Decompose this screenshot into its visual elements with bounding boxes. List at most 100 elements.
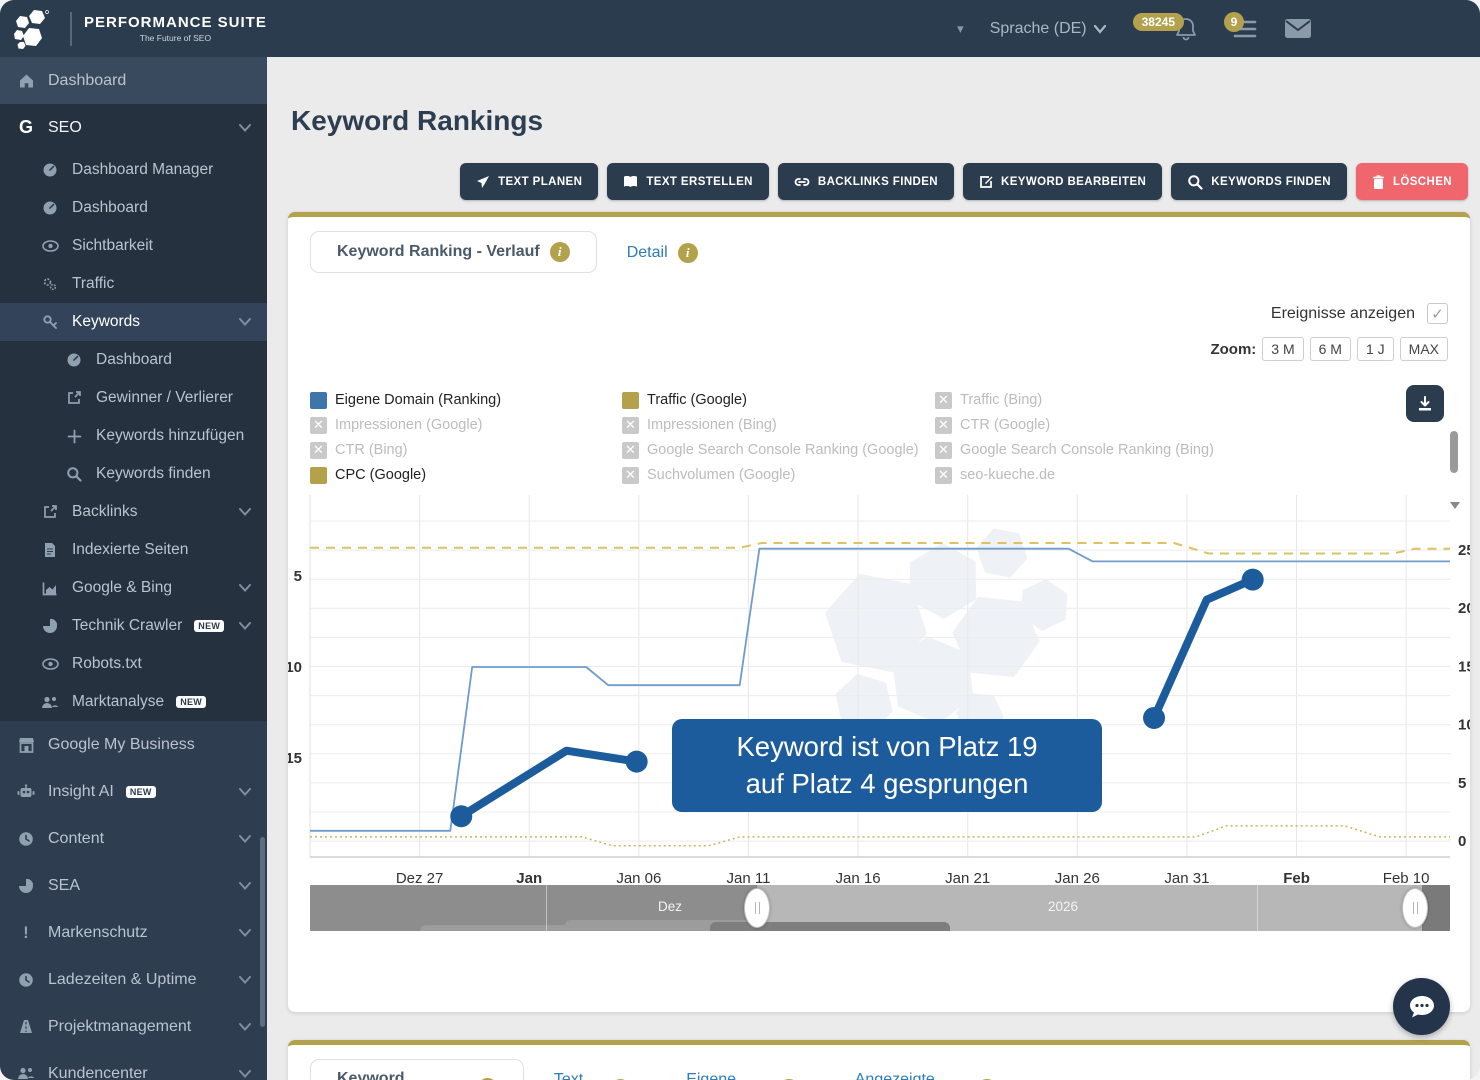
info-icon[interactable]: i	[549, 242, 570, 262]
löschen-button[interactable]: LÖSCHEN	[1355, 163, 1468, 200]
sidebar-item-google-bing[interactable]: Google & Bing	[0, 569, 267, 607]
x-axis-tick: Jan 16	[836, 870, 881, 887]
legend-disabled-x-icon: ✕	[622, 441, 639, 459]
sidebar-item-label: Dashboard	[72, 199, 148, 216]
sidebar-item-ladezeiten-uptime[interactable]: Ladezeiten & Uptime	[0, 956, 267, 1003]
sidebar-item-gewinner-verlierer[interactable]: Gewinner / Verlierer	[0, 379, 267, 417]
legend-item-traffic-bing-[interactable]: ✕ Traffic (Bing)	[935, 389, 1365, 411]
keyword-bearbeiten-button[interactable]: KEYWORD BEARBEITEN	[963, 163, 1163, 200]
text-erstellen-button[interactable]: TEXT ERSTELLEN	[607, 163, 769, 200]
notifications-button[interactable]: 38245	[1132, 12, 1198, 42]
tasks-button[interactable]: 9	[1224, 11, 1258, 40]
navigator-left-handle[interactable]	[744, 888, 770, 928]
sidebar-item-indexierte-seiten[interactable]: Indexierte Seiten	[0, 531, 267, 569]
legend-item-eigene-domain-ranking-[interactable]: Eigene Domain (Ranking)	[310, 389, 622, 411]
navigator-right-handle[interactable]	[1402, 888, 1428, 928]
text-planen-button[interactable]: TEXT PLANEN	[460, 163, 599, 200]
legend-scroll-down-arrow[interactable]	[1450, 502, 1460, 509]
legend-disabled-x-icon: ✕	[310, 416, 327, 434]
users-icon	[16, 1066, 36, 1080]
chat-button[interactable]	[1393, 978, 1450, 1035]
sidebar-item-dashboard[interactable]: Dashboard	[0, 57, 267, 104]
g-icon: G	[18, 117, 33, 137]
sidebar-item-markenschutz[interactable]: ! Markenschutz	[0, 909, 267, 956]
keywords-finden-button[interactable]: KEYWORDS FINDEN	[1171, 163, 1347, 200]
sidebar-item-keywords[interactable]: Keywords	[0, 303, 267, 341]
clock-icon	[16, 972, 36, 988]
plane-icon	[476, 175, 490, 189]
sidebar-item-dashboard[interactable]: Dashboard	[0, 341, 267, 379]
download-button[interactable]	[1406, 385, 1444, 422]
x-axis-tick: Jan	[516, 870, 542, 887]
legend-scrollbar-thumb[interactable]	[1450, 431, 1458, 473]
sidebar-item-traffic[interactable]: Traffic	[0, 265, 267, 303]
legend-item-google-search-console-ranking-google-[interactable]: ✕ Google Search Console Ranking (Google)	[622, 439, 935, 461]
sidebar-item-google-my-business[interactable]: Google My Business	[0, 721, 267, 768]
sidebar-item-label: Content	[48, 829, 105, 847]
sidebar-item-content[interactable]: Content	[0, 815, 267, 862]
legend-item-impressionen-google-[interactable]: ✕ Impressionen (Google)	[310, 414, 622, 436]
legend-item-google-search-console-ranking-bing-[interactable]: ✕ Google Search Console Ranking (Bing)	[935, 439, 1365, 461]
detail-tab-angezeigte-url[interactable]: Angezeigte URLi	[829, 1061, 1023, 1080]
tab-keyword-ranking-verlauf[interactable]: Keyword Ranking - Verlauf i	[310, 231, 597, 273]
legend-item-traffic-google-[interactable]: Traffic (Google)	[622, 389, 935, 411]
notifications-badge: 38245	[1132, 12, 1184, 31]
sidebar-item-backlinks[interactable]: Backlinks	[0, 493, 267, 531]
tab-detail[interactable]: Detail i	[601, 233, 724, 273]
info-icon[interactable]: i	[477, 1078, 497, 1080]
detail-tab-text-ki[interactable]: Text KIi	[528, 1061, 656, 1080]
zoom-option-1j[interactable]: 1 J	[1356, 337, 1394, 361]
detail-tab-eigene-url[interactable]: Eigene URLi	[660, 1061, 825, 1080]
chart-icon	[40, 581, 60, 596]
events-checkbox[interactable]: ✓	[1427, 303, 1448, 324]
sidebar-item-dashboard[interactable]: Dashboard	[0, 189, 267, 227]
info-icon[interactable]: i	[677, 243, 698, 263]
sidebar-item-kundencenter[interactable]: Kundencenter	[0, 1050, 267, 1080]
chevron-down-icon	[239, 881, 251, 890]
mail-button[interactable]	[1284, 18, 1312, 39]
chart-legend: Eigene Domain (Ranking) ✕ Impressionen (Go…	[310, 389, 1410, 486]
legend-item-label: Google Search Console Ranking (Bing)	[960, 442, 1214, 458]
legend-item-impressionen-bing-[interactable]: ✕ Impressionen (Bing)	[622, 414, 935, 436]
sidebar-scrollbar-thumb[interactable]	[260, 837, 265, 1027]
sidebar-item-sea[interactable]: SEA	[0, 862, 267, 909]
zoom-option-6m[interactable]: 6 M	[1309, 337, 1351, 361]
sidebar-item-sichtbarkeit[interactable]: Sichtbarkeit	[0, 227, 267, 265]
button-label: KEYWORDS FINDEN	[1211, 175, 1331, 188]
language-selector[interactable]: Sprache (DE)	[990, 20, 1107, 38]
sidebar-item-projektmanagement[interactable]: Projektmanagement	[0, 1003, 267, 1050]
header-actions: ▾ Sprache (DE) 38245 9	[957, 0, 1312, 57]
sidebar-item-keywords-hinzuf-gen[interactable]: Keywords hinzufügen	[0, 417, 267, 455]
zoom-option-3m[interactable]: 3 M	[1262, 337, 1304, 361]
annotation-arrow-2	[1150, 575, 1257, 722]
legend-item-ctr-bing-[interactable]: ✕ CTR (Bing)	[310, 439, 622, 461]
sidebar-item-dashboard-manager[interactable]: Dashboard Manager	[0, 151, 267, 189]
sidebar-item-label: Indexierte Seiten	[72, 541, 189, 558]
legend-item-cpc-google-[interactable]: CPC (Google)	[310, 464, 622, 486]
link-icon	[794, 176, 810, 188]
chart-range-navigator[interactable]: Dez 2026	[310, 885, 1450, 931]
legend-item-seo-kueche-de[interactable]: ✕ seo-kueche.de	[935, 464, 1365, 486]
sidebar-item-keywords-finden[interactable]: Keywords finden	[0, 455, 267, 493]
sidebar-item-seo[interactable]: G SEO	[0, 104, 267, 151]
sidebar-item-robots-txt[interactable]: Robots.txt	[0, 645, 267, 683]
legend-item-suchvolumen-google-[interactable]: ✕ Suchvolumen (Google)	[622, 464, 935, 486]
detail-tabs: Keyword RankingiText KIiEigene URLiAngez…	[288, 1045, 1470, 1080]
header-dropdown-caret[interactable]: ▾	[957, 20, 964, 36]
sidebar-item-marktanalyse[interactable]: Marktanalyse NEW	[0, 683, 267, 721]
chart-tabs: Keyword Ranking - Verlauf i Detail i	[288, 217, 1470, 273]
zoom-option-max[interactable]: MAX	[1399, 337, 1448, 361]
sidebar-item-label: Keywords	[72, 313, 141, 330]
new-badge: NEW	[125, 785, 156, 798]
backlinks-finden-button[interactable]: BACKLINKS FINDEN	[777, 163, 955, 200]
chevron-down-icon	[239, 584, 251, 592]
watermark-hexagon	[976, 528, 1028, 578]
sidebar-item-technik-crawler[interactable]: Technik Crawler NEW	[0, 607, 267, 645]
legend-item-ctr-google-[interactable]: ✕ CTR (Google)	[935, 414, 1365, 436]
sidebar-item-insight-ai[interactable]: Insight AI NEW	[0, 768, 267, 815]
detail-tab-keyword-ranking[interactable]: Keyword Ranking i	[310, 1059, 524, 1080]
sidebar-item-label: SEA	[48, 876, 81, 894]
sidebar-item-label: Projektmanagement	[48, 1017, 192, 1035]
y-axis-right-tick: 10	[1458, 717, 1470, 734]
annotation-arrow-dot	[1241, 568, 1264, 591]
